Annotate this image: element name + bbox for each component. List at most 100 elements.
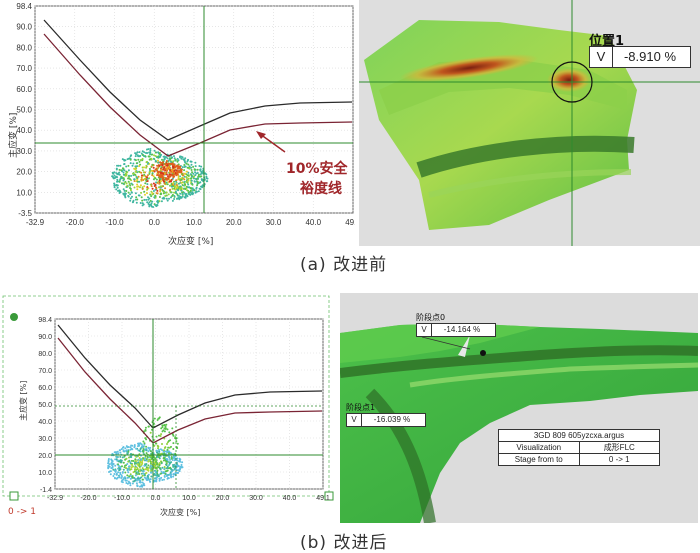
strain-point: [139, 461, 142, 464]
strain-point: [134, 198, 137, 201]
y-tick-label: 30.0: [38, 436, 52, 443]
strain-point: [120, 175, 123, 178]
strain-point: [132, 480, 135, 483]
strain-point: [139, 154, 142, 157]
strain-point: [118, 449, 121, 452]
strain-point: [131, 164, 134, 167]
strain-point: [155, 442, 157, 445]
strain-point: [119, 459, 122, 462]
strain-point: [141, 157, 144, 160]
strain-point: [136, 154, 139, 157]
strain-point: [199, 173, 202, 176]
strain-point: [149, 431, 152, 434]
y-tick-label: 70.0: [16, 64, 32, 73]
probe-marker-circle-a[interactable]: [551, 61, 593, 103]
strain-point: [148, 172, 151, 175]
x-tick-label: 10.0: [186, 218, 202, 227]
strain-point: [190, 160, 193, 163]
strain-point: [184, 196, 187, 199]
strain-point: [130, 174, 133, 177]
strain-point: [180, 170, 183, 173]
probe-marker-b[interactable]: [480, 350, 486, 356]
strain-point: [181, 176, 184, 179]
strain-point: [118, 173, 121, 176]
strain-point: [177, 469, 179, 472]
strain-point: [165, 171, 168, 174]
strain-point: [167, 165, 170, 168]
selection-handle-bottom-left[interactable]: [9, 491, 19, 501]
strain-point: [161, 188, 164, 191]
strain-point: [158, 464, 161, 467]
strain-point: [161, 178, 164, 181]
strain-point: [172, 442, 175, 445]
strain-point: [173, 157, 176, 160]
strain-point: [127, 195, 130, 198]
strain-point: [178, 178, 181, 181]
strain-point: [141, 467, 144, 470]
strain-point: [141, 187, 144, 190]
strain-point: [205, 177, 208, 180]
strain-point: [149, 199, 152, 202]
strain-point: [149, 153, 152, 156]
strain-point: [168, 174, 171, 177]
strain-point: [149, 151, 152, 154]
strain-point: [164, 177, 167, 180]
strain-point: [126, 184, 129, 187]
strain-point: [150, 195, 153, 198]
strain-point: [121, 182, 123, 185]
strain-point: [116, 450, 119, 453]
strain-point: [136, 151, 139, 154]
strain-point: [147, 162, 150, 164]
selection-handle-top-left[interactable]: [10, 313, 18, 321]
strain-point: [118, 465, 121, 468]
strain-point: [111, 171, 114, 174]
strain-point: [163, 449, 165, 452]
strain-point: [108, 471, 110, 473]
strain-point: [149, 149, 152, 152]
strain-point: [130, 463, 133, 466]
strain-point: [142, 448, 145, 450]
strain-point: [122, 171, 125, 174]
strain-point: [179, 466, 182, 469]
strain-point: [187, 174, 190, 177]
strain-point: [138, 449, 141, 452]
strain-point: [146, 176, 148, 179]
x-tick-label: 49.1: [316, 495, 330, 502]
strain-point: [138, 165, 141, 168]
strain-point: [176, 197, 178, 200]
strain-point: [183, 191, 185, 194]
strain-point: [191, 171, 194, 174]
strain-point: [142, 171, 145, 174]
strain-point: [183, 169, 186, 172]
strain-point: [147, 425, 150, 428]
strain-point: [165, 423, 168, 426]
strain-point: [166, 448, 169, 451]
strain-point: [134, 477, 137, 480]
strain-point: [129, 484, 132, 487]
strain-point: [152, 190, 155, 192]
x-tick-label: 49.1: [345, 218, 355, 227]
strain-point: [163, 173, 166, 175]
strain-point: [166, 166, 169, 169]
strain-point: [124, 471, 127, 474]
strain-point: [150, 165, 153, 168]
strain-point: [157, 466, 160, 469]
strain-point: [148, 201, 151, 204]
strain-point: [113, 174, 116, 177]
strain-point: [115, 172, 118, 175]
strain-point: [140, 152, 143, 155]
strain-point: [169, 190, 172, 193]
strain-point: [193, 175, 196, 178]
strain-point: [129, 446, 132, 449]
strain-point: [130, 456, 133, 459]
strain-point: [158, 434, 160, 437]
strain-point: [125, 467, 128, 470]
strain-point: [166, 469, 169, 472]
strain-point: [129, 199, 132, 202]
x-tick-label: -20.0: [81, 495, 97, 502]
strain-point: [135, 162, 138, 165]
strain-point: [135, 170, 138, 173]
selection-handle-bottom-right[interactable]: [324, 491, 334, 501]
strain-point: [136, 178, 139, 181]
strain-point: [143, 173, 146, 176]
